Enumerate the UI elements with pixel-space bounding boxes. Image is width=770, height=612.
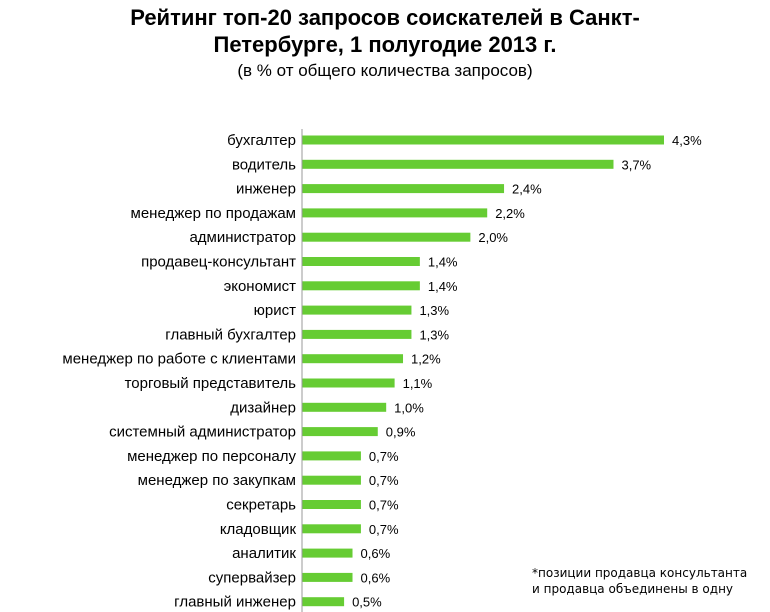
category-label: инженер xyxy=(236,181,296,198)
bar xyxy=(302,427,378,437)
value-label: 0,7% xyxy=(369,498,399,513)
value-label: 1,3% xyxy=(419,303,449,318)
bar xyxy=(302,572,353,582)
bar xyxy=(302,524,361,534)
category-label: главный инженер xyxy=(174,594,296,611)
category-label: кладовщик xyxy=(220,521,297,538)
chart-title: Рейтинг топ-20 запросов соискателей в Са… xyxy=(125,4,645,58)
bar xyxy=(302,281,420,291)
bar xyxy=(302,402,387,412)
bar xyxy=(302,597,345,607)
category-label: дизайнер xyxy=(230,399,296,416)
bar xyxy=(302,232,471,242)
category-label: продавец-консультант xyxy=(141,254,296,271)
value-label: 1,1% xyxy=(403,376,433,391)
bar xyxy=(302,548,353,558)
bar xyxy=(302,257,420,266)
value-label: 1,0% xyxy=(394,400,424,415)
bar xyxy=(302,378,395,388)
value-label: 4,3% xyxy=(672,133,702,148)
value-label: 0,9% xyxy=(386,425,416,440)
value-label: 0,6% xyxy=(361,546,391,561)
bar xyxy=(302,208,488,218)
value-label: 0,5% xyxy=(352,595,382,610)
category-label: менеджер по продажам xyxy=(131,205,296,222)
bar xyxy=(302,500,361,509)
category-label: водитель xyxy=(232,156,296,173)
bar xyxy=(302,135,664,145)
value-label: 0,7% xyxy=(369,522,399,537)
category-label: администратор xyxy=(189,229,296,246)
footnote: *позиции продавца консультанта и продавц… xyxy=(532,565,747,597)
value-label: 1,4% xyxy=(428,279,458,294)
category-label: торговый представитель xyxy=(125,375,297,392)
bar xyxy=(302,475,361,485)
category-label: главный бухгалтер xyxy=(165,326,296,343)
bar xyxy=(302,451,361,461)
category-label: системный администратор xyxy=(109,424,296,441)
value-label: 1,3% xyxy=(419,327,449,342)
category-label: бухгалтер xyxy=(227,132,296,149)
value-label: 2,4% xyxy=(512,182,542,197)
value-label: 1,2% xyxy=(411,352,441,367)
chart-title-line1: Рейтинг топ-20 запросов соискателей в Са… xyxy=(130,5,640,30)
bar xyxy=(302,329,412,339)
bar xyxy=(302,305,412,315)
chart-subtitle: (в % от общего количества запросов) xyxy=(237,61,533,80)
value-label: 1,4% xyxy=(428,255,458,270)
bar xyxy=(302,159,614,169)
value-label: 0,7% xyxy=(369,449,399,464)
chart-header: Рейтинг топ-20 запросов соискателей в Са… xyxy=(0,4,770,82)
category-label: супервайзер xyxy=(208,569,296,586)
value-label: 0,7% xyxy=(369,473,399,488)
bar xyxy=(302,354,404,364)
category-label: менеджер по закупкам xyxy=(138,472,296,489)
footnote-line2: и продавца объединены в одну xyxy=(532,582,734,596)
footnote-line1: *позиции продавца консультанта xyxy=(532,566,748,580)
category-label: экономист xyxy=(224,278,297,295)
category-label: аналитик xyxy=(232,545,296,562)
value-label: 3,7% xyxy=(621,157,651,172)
category-label: менеджер по работе с клиентами xyxy=(62,351,296,368)
value-label: 0,6% xyxy=(361,570,391,585)
value-label: 2,2% xyxy=(495,206,525,221)
category-label: секретарь xyxy=(226,497,296,514)
value-label: 2,0% xyxy=(478,230,508,245)
bar xyxy=(302,184,505,194)
category-label: юрист xyxy=(254,302,296,319)
chart-title-line2: Петербурге, 1 полугодие 2013 г. xyxy=(213,32,557,57)
bar-series: бухгалтер 4,3% водитель 3,7% инженер 2,4% мене… xyxy=(62,132,702,611)
category-label: менеджер по персоналу xyxy=(127,448,296,465)
